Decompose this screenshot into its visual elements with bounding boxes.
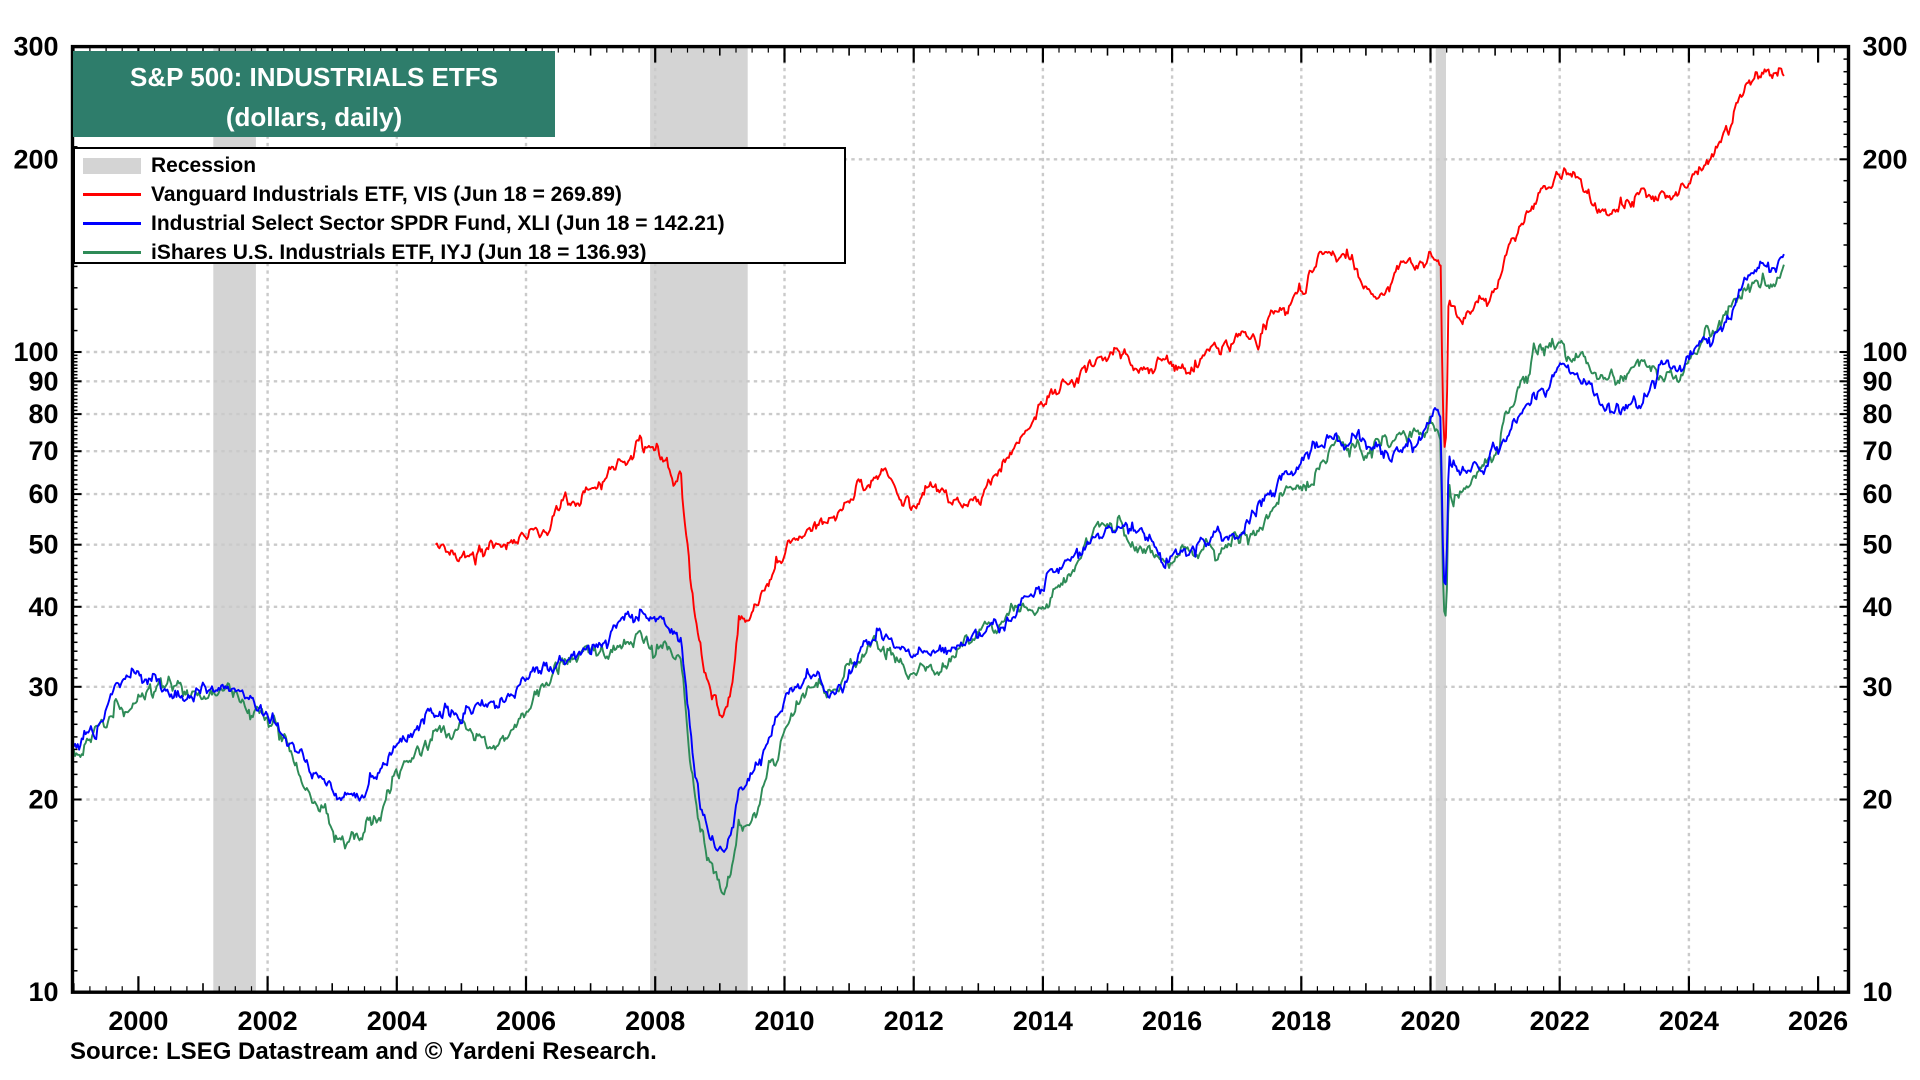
svg-text:2016: 2016 — [1142, 1006, 1202, 1036]
svg-text:70: 70 — [1863, 436, 1893, 466]
svg-text:2000: 2000 — [108, 1006, 168, 1036]
svg-text:60: 60 — [1863, 479, 1893, 509]
svg-text:40: 40 — [1863, 592, 1893, 622]
svg-text:10: 10 — [28, 977, 58, 1007]
svg-text:2014: 2014 — [1013, 1006, 1073, 1036]
svg-text:20: 20 — [28, 785, 58, 815]
svg-text:2026: 2026 — [1788, 1006, 1848, 1036]
svg-text:200: 200 — [1863, 144, 1908, 174]
svg-text:30: 30 — [1863, 672, 1893, 702]
svg-text:100: 100 — [13, 337, 58, 367]
svg-text:10: 10 — [1863, 977, 1893, 1007]
svg-text:2018: 2018 — [1271, 1006, 1331, 1036]
svg-text:40: 40 — [28, 592, 58, 622]
svg-text:80: 80 — [28, 399, 58, 429]
svg-text:60: 60 — [28, 479, 58, 509]
svg-text:300: 300 — [13, 32, 58, 62]
svg-text:80: 80 — [1863, 399, 1893, 429]
svg-text:2022: 2022 — [1530, 1006, 1590, 1036]
svg-text:2008: 2008 — [625, 1006, 685, 1036]
svg-text:90: 90 — [28, 366, 58, 396]
svg-text:2012: 2012 — [884, 1006, 944, 1036]
svg-text:30: 30 — [28, 672, 58, 702]
svg-text:2002: 2002 — [238, 1006, 298, 1036]
svg-text:2024: 2024 — [1659, 1006, 1719, 1036]
svg-text:50: 50 — [28, 530, 58, 560]
svg-text:2006: 2006 — [496, 1006, 556, 1036]
svg-text:90: 90 — [1863, 366, 1893, 396]
svg-text:50: 50 — [1863, 530, 1893, 560]
svg-text:300: 300 — [1863, 32, 1908, 62]
svg-text:70: 70 — [28, 436, 58, 466]
svg-text:20: 20 — [1863, 785, 1893, 815]
svg-text:2004: 2004 — [367, 1006, 427, 1036]
svg-text:2020: 2020 — [1400, 1006, 1460, 1036]
svg-text:100: 100 — [1863, 337, 1908, 367]
svg-text:200: 200 — [13, 144, 58, 174]
svg-text:2010: 2010 — [754, 1006, 814, 1036]
